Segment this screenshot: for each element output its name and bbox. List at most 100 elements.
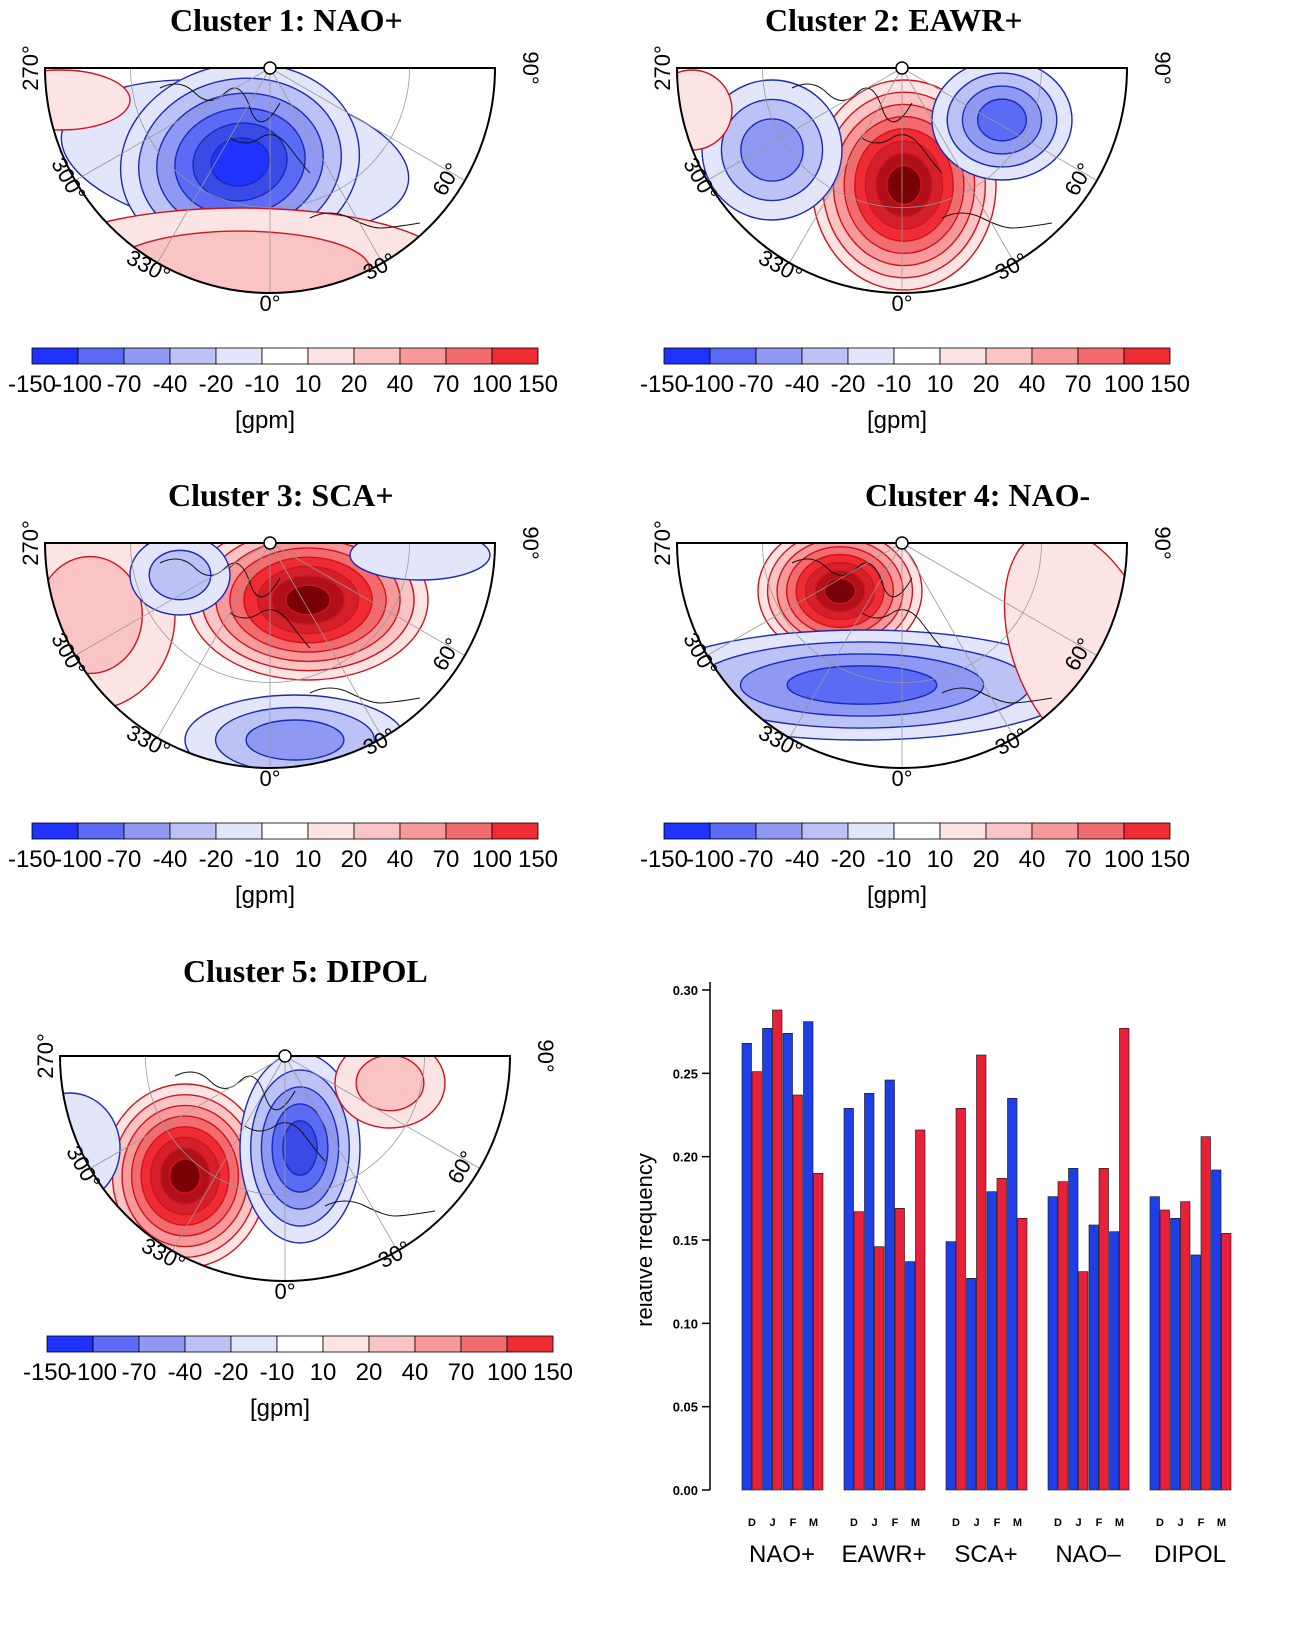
colorbar-swatch (985, 347, 1033, 365)
month-label: F (1198, 1517, 1205, 1529)
colorbar-swatch (31, 822, 79, 840)
colorbar-tick-label: -20 (199, 371, 234, 398)
latitude-circle (130, 67, 410, 208)
contour-ring (786, 665, 938, 705)
colorbar-tick-label: -10 (877, 371, 912, 398)
meridian-line (89, 1055, 286, 1169)
y-tick-label: 0.10 (673, 1316, 698, 1331)
category-label: SCA+ (954, 1541, 1017, 1568)
y-tick-label: 0.25 (673, 1066, 698, 1081)
colorbar-swatch (123, 347, 171, 365)
y-tick-label: 0.20 (673, 1150, 698, 1165)
latitude-circle (130, 542, 410, 683)
month-label: M (1217, 1517, 1226, 1529)
colorbar-tick-label: -10 (877, 846, 912, 873)
coastlines (159, 83, 421, 229)
degree-label: 0° (259, 291, 280, 316)
bar (772, 1009, 783, 1491)
colorbar-swatch (215, 822, 263, 840)
colorbar-swatch (276, 1335, 324, 1353)
coastlines (174, 1071, 436, 1217)
category-label: DIPOL (1154, 1541, 1226, 1568)
map-boundary (58, 1055, 512, 1282)
bar (1057, 1181, 1068, 1491)
meridian-line (269, 67, 383, 264)
bar (1200, 1136, 1211, 1491)
colorbar-swatch (138, 1335, 186, 1353)
bar (1119, 1028, 1130, 1491)
degree-label: 270° (650, 45, 675, 91)
colorbar-swatch (261, 822, 309, 840)
colorbar-swatch (123, 822, 171, 840)
colorbar-tick-label: -70 (739, 846, 774, 873)
colorbar-swatch (491, 347, 539, 365)
contour-ring (148, 549, 212, 601)
bar (1159, 1209, 1170, 1491)
bar (741, 1043, 752, 1491)
colorbar-unit: [gpm] (235, 407, 295, 434)
bar (945, 1241, 956, 1491)
contour-ring (284, 584, 332, 616)
colorbar-swatch (801, 822, 849, 840)
colorbar-swatch (353, 822, 401, 840)
polar-map: 270° 90°300° 60°330° 30°0°-150-100 -70 -40 -20… (640, 520, 1190, 909)
bar (1170, 1218, 1181, 1491)
polar-map: 270° 90°300° 60°330° 30°0°-150-100 -70 -40 -20… (8, 520, 558, 909)
month-label: M (809, 1517, 818, 1529)
degree-label: 270° (33, 1033, 58, 1079)
bar (966, 1278, 977, 1491)
bar (792, 1094, 803, 1491)
colorbar: -150-100 -70 -40 -20 -10 10 20 40 70 100 150 [gpm] (640, 822, 1190, 909)
bar (853, 1211, 864, 1491)
meridian-line (901, 542, 1015, 739)
contour-ring (740, 118, 804, 182)
month-label: D (850, 1517, 858, 1529)
colorbar-swatch (169, 347, 217, 365)
colorbar: -150-100 -70 -40 -20 -10 10 20 40 70 100 150 [gpm] (8, 822, 558, 909)
colorbar: -150-100 -70 -40 -20 -10 10 20 40 70 100 150 [gpm] (640, 347, 1190, 434)
map-title: Cluster 4: NAO- (865, 477, 1091, 513)
colorbar-swatch (755, 822, 803, 840)
contour-ring (245, 719, 345, 761)
colorbar-tick-label: -20 (214, 1359, 249, 1386)
degree-label: 270° (650, 520, 675, 566)
contour-ring (886, 164, 922, 206)
bar (894, 1208, 905, 1491)
colorbar-swatch (985, 822, 1033, 840)
colorbar-tick-label: -150 (23, 1359, 71, 1386)
colorbar-tick-label: -70 (107, 846, 142, 873)
contour-ring (824, 577, 856, 605)
colorbar-tick-label: -40 (785, 846, 820, 873)
degree-label: 0° (891, 291, 912, 316)
colorbar-tick-label: 10 (927, 846, 954, 873)
colorbar-swatch (1077, 347, 1125, 365)
bar (976, 1054, 987, 1491)
colorbar-swatch (663, 347, 711, 365)
bar (986, 1191, 997, 1491)
colorbar-tick-label: 40 (402, 1359, 429, 1386)
meridian-line (269, 542, 466, 656)
colorbar-tick-label: 70 (1065, 371, 1092, 398)
colorbar-unit: [gpm] (867, 407, 927, 434)
bar (884, 1079, 895, 1491)
colorbar-swatch (261, 347, 309, 365)
map-boundary (675, 542, 1129, 769)
map-boundary (675, 67, 1129, 294)
bar (915, 1129, 926, 1491)
bar (762, 1028, 773, 1491)
meridian-line (901, 542, 1098, 656)
bar (864, 1093, 875, 1491)
month-label: J (769, 1517, 775, 1529)
month-label: M (911, 1517, 920, 1529)
colorbar-swatch (801, 347, 849, 365)
contour-field (45, 68, 495, 293)
colorbar-tick-label: -20 (831, 846, 866, 873)
colorbar: -150-100 -70 -40 -20 -10 10 20 40 70 100 150 [gpm] (23, 1335, 573, 1422)
colorbar-swatch (368, 1335, 416, 1353)
y-tick-label: 0.00 (673, 1483, 698, 1498)
degree-label: 90° (1150, 526, 1175, 559)
colorbar-tick-label: 70 (1065, 846, 1092, 873)
month-label: F (790, 1517, 797, 1529)
meridian-line (157, 67, 271, 264)
meridian-line (706, 67, 903, 181)
